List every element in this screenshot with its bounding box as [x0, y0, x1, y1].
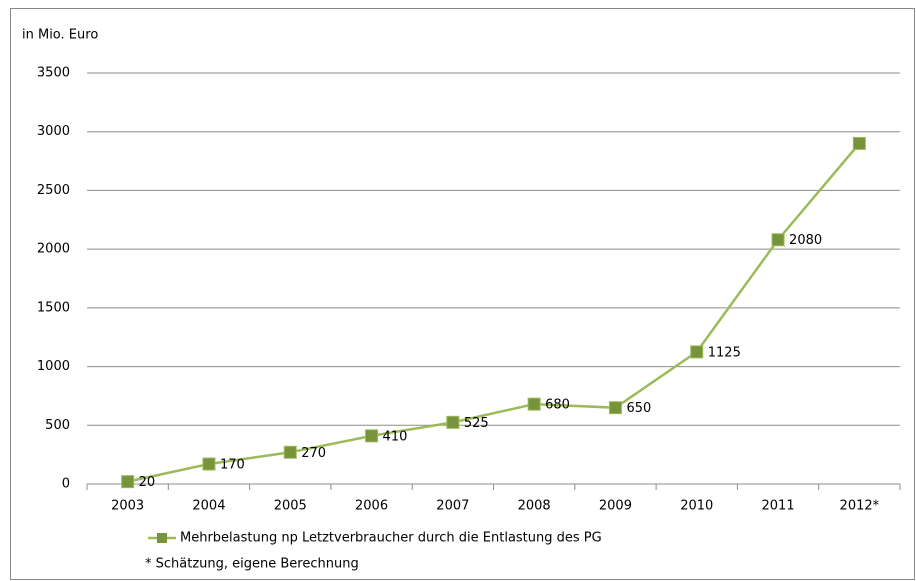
series-line	[127, 142, 861, 483]
marker	[608, 401, 622, 415]
marker	[365, 429, 379, 443]
y-tick-label: 1500	[37, 300, 70, 315]
x-tick-label: 2005	[274, 499, 307, 514]
data-label: 650	[626, 401, 651, 416]
data-label: 270	[301, 446, 326, 461]
x-tick-label: 2010	[680, 499, 713, 514]
y-tick-label: 1000	[37, 359, 70, 374]
x-tick-label: 2007	[436, 499, 469, 514]
x-tick-label: 2009	[599, 499, 632, 514]
x-tick-label: 2006	[355, 499, 388, 514]
data-label: 20	[139, 475, 156, 490]
marker	[121, 475, 135, 489]
marker	[852, 136, 866, 150]
y-tick-label: 3000	[37, 124, 70, 139]
marker	[690, 345, 704, 359]
y-tick-label: 0	[62, 477, 70, 492]
x-tick-label: 2008	[518, 499, 551, 514]
data-label: 680	[545, 398, 570, 413]
x-tick-label: 2003	[111, 499, 144, 514]
legend-label: Mehrbelastung np Letztverbraucher durch …	[180, 531, 602, 546]
marker	[202, 457, 216, 471]
data-label: 2080	[789, 233, 822, 248]
y-tick-label: 2000	[37, 242, 70, 257]
marker	[527, 397, 541, 411]
data-label: 410	[383, 429, 408, 444]
data-label: 525	[464, 416, 489, 431]
marker	[283, 445, 297, 459]
y-tick-label: 500	[45, 418, 70, 433]
x-tick-label: 2012*	[840, 499, 880, 514]
marker	[446, 415, 460, 429]
legend-marker	[157, 533, 167, 543]
y-tick-label: 3500	[37, 66, 70, 81]
data-label: 170	[220, 458, 245, 473]
chart-border	[10, 8, 915, 580]
data-label: 1125	[708, 345, 741, 360]
x-tick-label: 2004	[192, 499, 225, 514]
footnote: * Schätzung, eigene Berechnung	[145, 557, 359, 572]
y-tick-label: 2500	[37, 183, 70, 198]
x-tick-label: 2011	[762, 499, 795, 514]
y-axis-label: in Mio. Euro	[22, 28, 98, 43]
marker	[771, 233, 785, 247]
